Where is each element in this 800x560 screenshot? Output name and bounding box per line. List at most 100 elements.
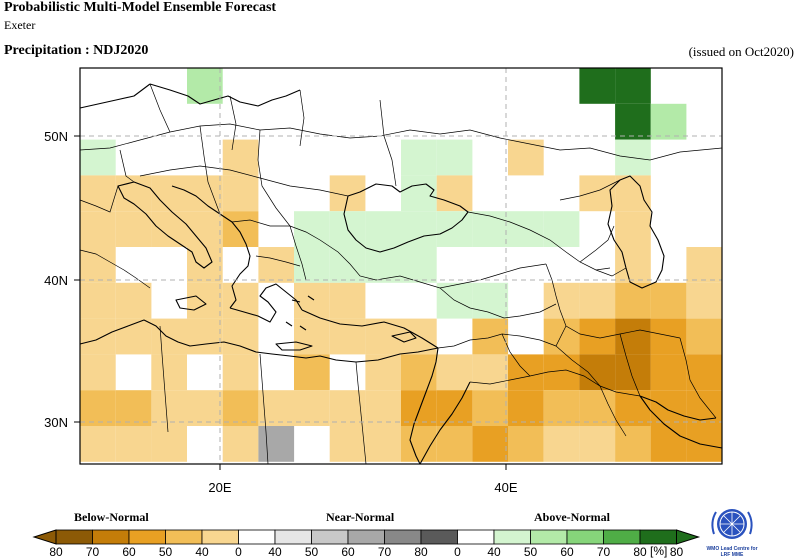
probability-cell	[650, 354, 687, 391]
probability-cell	[508, 390, 544, 426]
probability-cell	[579, 175, 616, 212]
probability-cell	[436, 211, 473, 247]
logo-caption: WMO Lead Centre for LRF MME	[706, 546, 758, 558]
probability-cell	[650, 318, 687, 355]
probability-cell	[151, 175, 187, 212]
legend-tick-label: 50	[524, 545, 538, 559]
legend-unit: [%]	[650, 544, 667, 558]
probability-cell	[615, 211, 651, 247]
legend-color-box	[238, 529, 276, 545]
legend-color-box	[384, 529, 422, 545]
probability-cell	[401, 175, 437, 212]
probability-cell	[650, 103, 687, 140]
legend-category-below: Below-Normal	[74, 510, 149, 524]
probability-cell	[80, 282, 116, 319]
probability-cell	[401, 139, 437, 176]
lat-tick-label: 50N	[44, 129, 68, 144]
probability-cell	[151, 354, 187, 391]
legend-tick-label: 70	[378, 545, 392, 559]
adriatic-coast	[171, 185, 251, 309]
probability-cell	[115, 211, 152, 247]
probability-cell	[615, 68, 651, 104]
probability-cell	[222, 175, 259, 212]
probability-cell	[686, 318, 723, 355]
legend-right-arrow	[676, 529, 701, 545]
legend-tick-label: 80	[414, 545, 428, 559]
forecast-center: Exeter	[4, 18, 36, 32]
probability-cell	[543, 282, 580, 319]
legend-tick-label: 70	[86, 545, 100, 559]
probability-cell	[436, 426, 473, 462]
probability-cell	[222, 318, 259, 355]
probability-cell	[80, 426, 116, 462]
probability-cell	[151, 426, 187, 462]
legend-left-arrow	[32, 529, 57, 545]
probability-cell	[686, 282, 723, 319]
axis-ticks	[74, 135, 507, 470]
probability-cell	[543, 318, 580, 355]
legend-color-box	[92, 529, 130, 545]
legend-tick-label: 40	[195, 545, 209, 559]
probability-cell	[472, 426, 509, 462]
greece-coast	[229, 283, 303, 323]
probability-cell	[365, 390, 402, 426]
probability-cell	[80, 139, 116, 176]
country-borders	[79, 83, 723, 465]
probability-cell	[401, 247, 437, 283]
legend-tick-label: 50	[159, 545, 173, 559]
legend-color-box	[311, 529, 349, 545]
probability-cell	[294, 211, 330, 247]
lat-tick-label: 30N	[44, 415, 68, 430]
legend-tick-label: 60	[341, 545, 355, 559]
probability-cell	[294, 282, 330, 319]
legend-tick-label: 40	[487, 545, 501, 559]
probability-cell	[187, 318, 223, 355]
map-title: Probabilistic Multi-Model Ensemble Forec…	[4, 0, 277, 15]
legend-color-box	[457, 529, 495, 545]
probability-cell	[222, 390, 259, 426]
variable-label: Precipitation : NDJ2020	[4, 43, 149, 58]
probability-cell	[650, 426, 687, 462]
probability-cell	[579, 390, 616, 426]
probability-cell	[472, 211, 509, 247]
legend-tick-label: 80	[49, 545, 63, 559]
probability-cells	[80, 68, 723, 462]
probability-cell	[579, 426, 616, 462]
crete	[275, 341, 313, 351]
probability-cell	[222, 211, 259, 247]
legend-color-box	[165, 529, 203, 545]
probability-cell	[294, 390, 330, 426]
probability-cell	[615, 103, 651, 140]
coastlines	[79, 83, 723, 465]
probability-cell	[543, 426, 580, 462]
probability-cell	[436, 139, 473, 176]
probability-cell	[187, 68, 223, 104]
caspian-sea-coast	[607, 175, 665, 289]
probability-cell	[80, 175, 116, 212]
baltic-coast	[149, 83, 301, 107]
legend-color-box	[493, 529, 531, 545]
legend-tick-label: 50	[305, 545, 319, 559]
probability-cell	[329, 247, 366, 283]
issued-date: (issued on Oct2020)	[688, 44, 794, 59]
probability-cell	[294, 354, 330, 391]
probability-cell	[401, 211, 437, 247]
probability-cell	[258, 247, 295, 283]
cyprus	[391, 331, 417, 343]
probability-cell	[579, 68, 616, 104]
probability-cell	[686, 247, 723, 283]
probability-cell	[686, 426, 723, 462]
legend-color-box	[420, 529, 458, 545]
probability-cell	[151, 390, 187, 426]
legend-category-near: Near-Normal	[326, 510, 395, 524]
probability-cell	[187, 390, 223, 426]
italy-coast	[117, 181, 213, 269]
probability-cell	[258, 426, 295, 462]
probability-cell	[472, 318, 509, 355]
probability-cell	[365, 211, 402, 247]
probability-cell	[151, 318, 187, 355]
probability-cell	[222, 426, 259, 462]
probability-cell	[80, 247, 116, 283]
probability-cell	[401, 390, 437, 426]
